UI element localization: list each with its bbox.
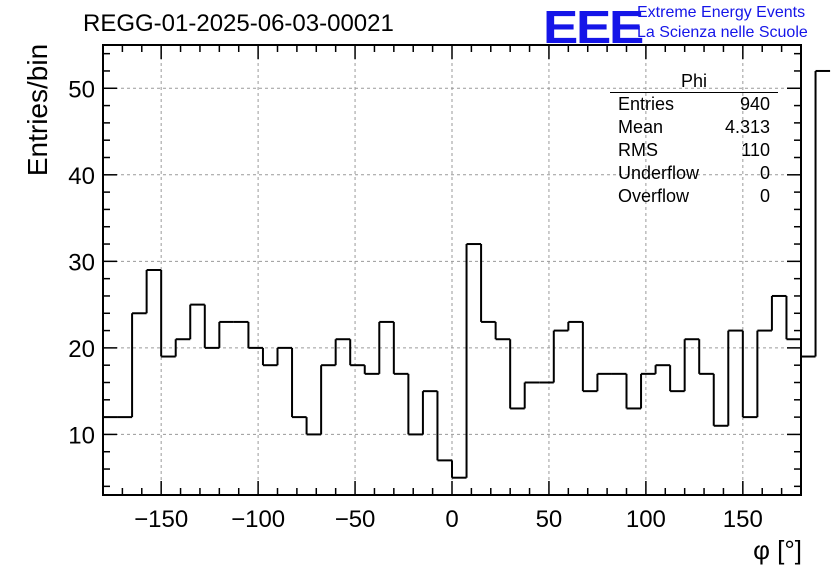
- y-tick-label: 10: [68, 422, 95, 449]
- y-axis-label: Entries/bin: [22, 43, 53, 177]
- stats-label: Mean: [618, 117, 664, 137]
- stats-row-entries: Entries 940: [610, 93, 778, 116]
- stats-row-overflow: Overflow 0: [610, 185, 778, 208]
- stats-title: Phi: [610, 70, 778, 93]
- x-tick-label: 150: [723, 506, 763, 533]
- y-tick-label: 30: [68, 249, 95, 276]
- x-axis-label: φ [°]: [753, 535, 802, 565]
- stats-value: 0: [759, 186, 770, 206]
- stats-row-mean: Mean 4.313: [610, 116, 778, 139]
- eee-logo: EEE: [543, 1, 644, 53]
- stats-value: 0: [759, 163, 770, 183]
- y-tick-label: 50: [68, 76, 95, 103]
- stats-box: Phi Entries 940 Mean 4.313 RMS 110 Under…: [610, 70, 778, 208]
- y-tick-label: 20: [68, 336, 95, 363]
- stats-label: Overflow: [618, 186, 690, 206]
- stats-value: 940: [739, 94, 770, 114]
- stats-row-underflow: Underflow 0: [610, 162, 778, 185]
- stats-label: Underflow: [618, 163, 700, 183]
- stats-value: 110: [741, 140, 770, 160]
- plot-title: REGG-01-2025-06-03-00021: [83, 10, 394, 37]
- x-tick-label: 50: [536, 506, 563, 533]
- stats-label: RMS: [618, 140, 658, 160]
- y-tick-label: 40: [68, 163, 95, 190]
- x-tick-label: −150: [134, 506, 188, 533]
- x-tick-label: −50: [335, 506, 376, 533]
- x-tick-label: 100: [626, 506, 666, 533]
- x-tick-label: −100: [231, 506, 285, 533]
- logo-line1: Extreme Energy Events: [637, 4, 806, 21]
- stats-value: 4.313: [724, 117, 770, 137]
- stats-row-rms: RMS 110: [610, 139, 778, 162]
- logo-text: Extreme Energy Events La Scienza nelle S…: [637, 3, 808, 43]
- stats-label: Entries: [618, 94, 675, 114]
- x-tick-label: 0: [445, 506, 458, 533]
- logo-line2: La Scienza nelle Scuole: [637, 24, 808, 41]
